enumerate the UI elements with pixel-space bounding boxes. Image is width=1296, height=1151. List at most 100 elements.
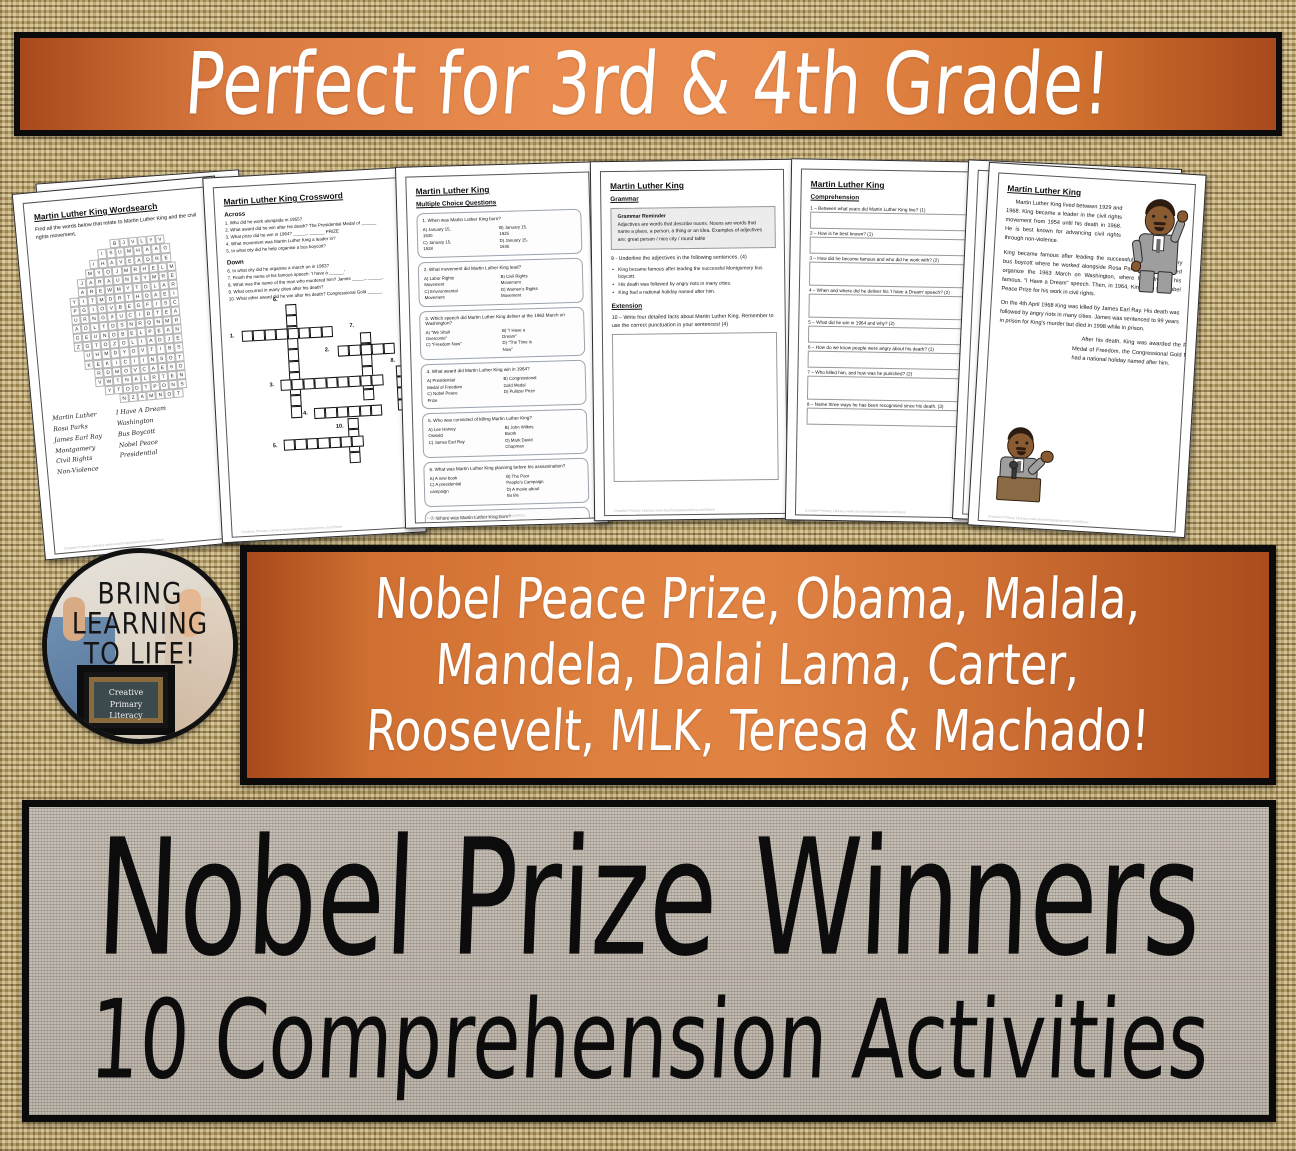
wordsearch-wordlist-col2: I Have A Dream Washington Bus Boycott Nobel… <box>116 404 172 473</box>
mc-options: A) Washington, D.C.C) Atlanta, GeorgiaB)… <box>431 520 585 524</box>
mc-options: A) Labor Rights Movement C) Environmental… <box>424 272 578 302</box>
mc-options: A) A new book C) A presidential campaign B… <box>430 472 584 502</box>
mc-options-left: A) Presidential Medal of Freedom C) Nobel… <box>427 376 504 404</box>
product-title: Nobel Prize Winners <box>93 806 1205 993</box>
top-banner-text: Perfect for 3rd & 4th Grade! <box>182 33 1114 134</box>
grammar-bullets: King became famous after leading the suc… <box>611 265 776 297</box>
mc-question[interactable]: 2. What movement did Martin Luther King … <box>417 257 584 307</box>
worksheet-crossword[interactable]: Martin Luther King Crossword Across 1. W… <box>202 166 427 544</box>
mc-question[interactable]: 4. What award did Martin Luther King win… <box>420 359 587 410</box>
grammar-subtitle: Grammar <box>610 195 639 204</box>
wordsearch-cell: S <box>177 378 188 389</box>
mc-option[interactable]: C) "Freedom Now" <box>425 341 462 348</box>
mc-question[interactable]: 5. Who was convicted of killing Martin L… <box>421 408 589 458</box>
sheet-footer: Creative Primary Literacy www.teacherspa… <box>614 507 715 513</box>
mc-option[interactable]: B) January 15, 1925 <box>499 224 528 237</box>
mc-option[interactable]: B) Civil Rights Movement <box>500 273 528 286</box>
chalk-line-1: Creative <box>108 688 144 697</box>
bottom-title-panel: Nobel Prize Winners 10 Comprehension Act… <box>22 800 1276 1122</box>
mc-options-left: A) "We Shall Overcome" C) "Freedom Now" <box>426 327 503 355</box>
comp-answer-box[interactable] <box>808 293 970 321</box>
sheet-footer: Creative Primary Literacy www.teacherspa… <box>241 524 343 535</box>
reading-paragraph: On the 4th April 1968 King was killed by… <box>999 299 1180 333</box>
grammar-extension-heading: Extension <box>611 302 643 311</box>
mc-option[interactable]: B) Congressional Gold Medal <box>503 375 537 388</box>
wordsearch-wordlist: Martin Luther Rosa Parks James Earl Ray Mon… <box>52 399 222 479</box>
mc-question[interactable]: 1. When was Martin Luther King born? A) J… <box>416 208 583 259</box>
mc-option[interactable]: B) Montgomery, Alabama <box>507 521 546 524</box>
mlk-standing-illustration <box>1123 195 1196 295</box>
mc-options-left: A) Labor Rights Movement C) Environmental… <box>424 274 501 302</box>
mc-option[interactable]: C) Environmental Movement <box>424 287 458 301</box>
mid-banner-line-3: Roosevelt, MLK, Teresa & Machado! <box>364 697 1152 764</box>
mc-option[interactable]: C) January 15, 1928 <box>423 239 452 252</box>
mc-options-right: B) "I Have a Dream" D) "The Time is Now" <box>502 325 579 353</box>
sheet-footer: Creative Primary Literacy www.teacherspa… <box>804 508 906 515</box>
mc-option[interactable]: A) Labor Rights Movement <box>424 275 455 288</box>
mc-option[interactable]: A) Lee Harvey Oswald <box>428 426 456 439</box>
comp-answer-box[interactable] <box>809 211 972 232</box>
comp-answer-box[interactable] <box>807 350 969 371</box>
crossword-across-clues: 1. Who did he work alongside in 1955? 2. … <box>225 212 393 256</box>
mc-option[interactable]: D) Pulitzer Prize <box>503 388 535 395</box>
grammar-reminder-box: Grammar Reminder Adjectives are words th… <box>610 205 776 251</box>
mc-options: A) "We Shall Overcome" C) "Freedom Now" B)… <box>426 325 580 355</box>
mc-options-left: A) A new book C) A presidential campaign <box>430 474 507 502</box>
comp-answer-box[interactable] <box>808 261 971 289</box>
mc-options: A) January 15, 1930 C) January 15, 1928 B)… <box>423 223 577 253</box>
mc-question-text: 5. Who was convicted of killing Martin L… <box>428 415 533 424</box>
mc-question-text: 6. What was Martin Luther King planning … <box>429 463 566 472</box>
mc-options: A) Lee Harvey Oswald C) James Earl Ray B) … <box>428 423 582 453</box>
wordsearch-cell: T <box>173 388 184 399</box>
mc-options-left: A) Washington, D.C.C) Atlanta, Georgia <box>431 522 508 523</box>
mc-options-right: B) The Poor People's Campaign D) A movie … <box>506 472 583 500</box>
mc-options-right: B) Civil Rights Movement D) Women's Right… <box>501 272 578 300</box>
grammar-bullet: King had a national holiday named after … <box>618 288 776 298</box>
comp-answer-box[interactable] <box>806 407 968 428</box>
mc-option[interactable]: A) January 15, 1930 <box>422 226 451 239</box>
mc-option[interactable]: C) James Earl Ray <box>428 438 465 445</box>
brand-badge[interactable]: BRING LEARNING TO LIFE! Creative Primary… <box>42 548 238 744</box>
mc-option[interactable]: A) Presidential Medal of Freedom <box>426 377 463 390</box>
mc-options-right: B) John Wilkes Booth D) Mark David Chapma… <box>505 423 582 451</box>
grammar-extension-task: 10 – Write four detailed facts about Mar… <box>611 313 774 329</box>
comp-answer-box[interactable] <box>806 375 969 403</box>
grammar-task: 9 - Underline the adjectives in the foll… <box>610 254 747 263</box>
mc-option[interactable]: D) Women's Rights Movement <box>500 285 538 299</box>
mc-option[interactable]: A) "We Shall Overcome" <box>425 328 450 342</box>
mc-option[interactable]: B) The Poor People's Campaign <box>506 473 544 486</box>
comp-title: Martin Luther King <box>810 178 885 190</box>
comp-answer-box[interactable] <box>807 325 970 346</box>
mc-option[interactable]: D) January 15, 1935 <box>499 237 528 250</box>
comp-answer-box[interactable] <box>809 236 971 257</box>
cw-word-1 <box>241 325 334 342</box>
mc-option[interactable]: D) A movie about his life <box>506 485 540 498</box>
comp-subtitle: Comprehension <box>810 193 860 202</box>
mc-option[interactable]: C) A presidential campaign <box>429 481 462 494</box>
mc-options-right: B) Montgomery, AlabamaD) Memphis, Tennes… <box>507 520 584 524</box>
mc-option[interactable]: B) "I Have a Dream" <box>502 326 526 339</box>
mc-option[interactable]: D) Mark David Chapman <box>505 437 533 450</box>
mc-question[interactable]: 3. Which speech did Martin Luther King d… <box>419 306 586 361</box>
grammar-reminder-title: Grammar Reminder <box>617 213 666 220</box>
mc-options-left: A) Lee Harvey Oswald C) James Earl Ray <box>428 425 505 453</box>
cw-word-6 <box>285 303 303 418</box>
mc-option[interactable]: B) John Wilkes Booth <box>504 424 534 437</box>
grammar-title: Martin Luther King <box>610 180 684 192</box>
mc-option[interactable]: D) "The Time is Now" <box>502 339 532 352</box>
mc-options-left: A) January 15, 1930 C) January 15, 1928 <box>423 225 500 253</box>
mid-banner: Nobel Peace Prize, Obama, Malala, Mandel… <box>240 545 1276 785</box>
worksheet-preview-fan: Martin Luther King Wordsearch Find all t… <box>0 150 1296 561</box>
reading-paragraph: Martin Luther King lived between 1929 an… <box>1004 199 1123 245</box>
mc-question[interactable]: 6. What was Martin Luther King planning … <box>423 457 590 507</box>
raised-hand-shape-2 <box>179 589 201 637</box>
worksheet-multiple-choice[interactable]: Martin Luther King Multiple Choice Quest… <box>394 161 610 529</box>
worksheet-grammar[interactable]: Martin Luther King Grammar Grammar Remin… <box>589 158 799 522</box>
mc-question-text: 1. When was Martin Luther King born? <box>422 215 501 224</box>
worksheet-reading-text[interactable]: Martin Luther King Martin Luther Kin <box>967 161 1207 539</box>
mc-option[interactable]: C) Nobel Peace Prize <box>427 390 458 403</box>
grammar-answer-box[interactable] <box>611 332 779 483</box>
badge-line-3: TO LIFE! <box>83 636 197 671</box>
chalkboard-logo: Creative Primary Literacy <box>77 665 175 735</box>
product-subtitle: 10 Comprehension Activities <box>86 976 1212 1104</box>
